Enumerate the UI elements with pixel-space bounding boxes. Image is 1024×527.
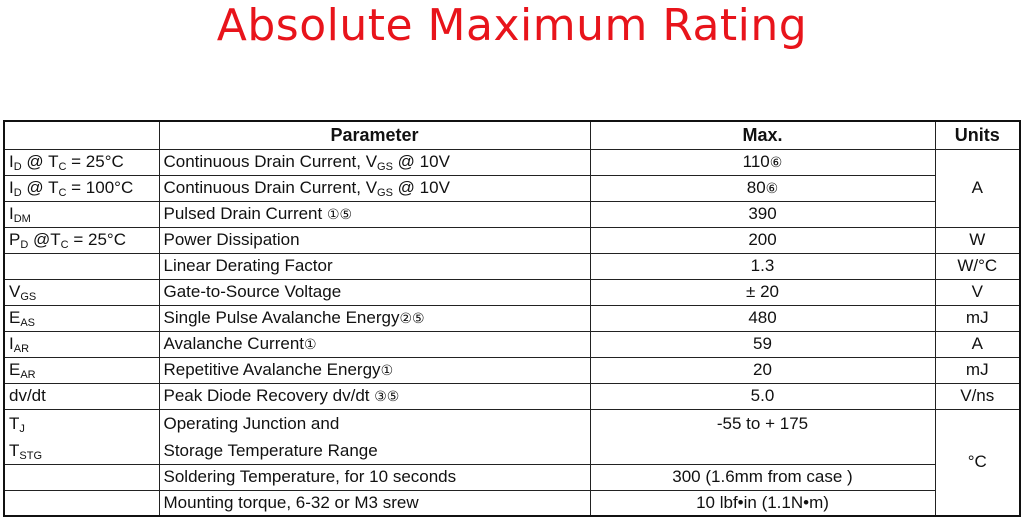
max-cell: 110⑥ bbox=[589, 148, 936, 176]
max-cell: 10 lbf•in (1.1N•m) bbox=[589, 489, 936, 517]
table-row: dv/dt Peak Diode Recovery dv/dt ③⑤ 5.0 V… bbox=[3, 382, 1021, 410]
unit-cell: mJ bbox=[934, 304, 1021, 332]
parameter-cell: Continuous Drain Current, VGS @ 10V bbox=[158, 174, 591, 202]
parameter-cell: Avalanche Current① bbox=[158, 330, 591, 358]
table-row: EAR Repetitive Avalanche Energy① 20 mJ bbox=[3, 356, 1021, 384]
unit-cell: °C bbox=[934, 408, 1021, 517]
unit-cell: A bbox=[934, 330, 1021, 358]
table-row: Soldering Temperature, for 10 seconds 30… bbox=[3, 463, 1020, 491]
table-row: IDM Pulsed Drain Current ①⑤ 390 bbox=[3, 200, 1020, 228]
table-row: ID @ TC = 25°C Continuous Drain Current,… bbox=[3, 148, 1021, 228]
unit-cell: W bbox=[934, 226, 1021, 254]
parameter-cell: Linear Derating Factor bbox=[158, 252, 591, 280]
symbol-cell: EAR bbox=[3, 356, 160, 384]
symbol-cell: ID @ TC = 25°C bbox=[3, 148, 160, 176]
max-cell: ± 20 bbox=[589, 278, 936, 306]
unit-cell: W/°C bbox=[934, 252, 1021, 280]
symbol-cell: dv/dt bbox=[3, 382, 160, 410]
max-header: Max. bbox=[589, 120, 936, 150]
max-cell: 390 bbox=[589, 200, 936, 228]
symbol-cell: PD @TC = 25°C bbox=[3, 226, 160, 254]
unit-cell: A bbox=[934, 148, 1021, 228]
parameter-cell: Peak Diode Recovery dv/dt ③⑤ bbox=[158, 382, 591, 410]
symbol-cell: IAR bbox=[3, 330, 160, 358]
parameter-cell: Gate-to-Source Voltage bbox=[158, 278, 591, 306]
symbol-cell bbox=[3, 463, 160, 491]
parameter-cell: Continuous Drain Current, VGS @ 10V bbox=[158, 148, 591, 176]
unit-cell: mJ bbox=[934, 356, 1021, 384]
parameter-cell: Single Pulse Avalanche Energy②⑤ bbox=[158, 304, 591, 332]
parameter-cell: Soldering Temperature, for 10 seconds bbox=[158, 463, 591, 491]
parameter-cell: Mounting torque, 6-32 or M3 srew bbox=[158, 489, 591, 517]
table-row: EAS Single Pulse Avalanche Energy②⑤ 480 … bbox=[3, 304, 1021, 332]
table-row: Linear Derating Factor 1.3 W/°C bbox=[3, 252, 1021, 280]
symbol-cell: TJ TSTG bbox=[3, 408, 160, 465]
symbol-cell bbox=[3, 489, 160, 517]
table-row: TJ TSTG Operating Junction and Storage T… bbox=[3, 408, 1021, 517]
table-row: PD @TC = 25°C Power Dissipation 200 W bbox=[3, 226, 1021, 254]
page-title: Absolute Maximum Rating bbox=[216, 0, 808, 51]
table-row: VGS Gate-to-Source Voltage ± 20 V bbox=[3, 278, 1021, 306]
symbol-cell: IDM bbox=[3, 200, 160, 228]
max-cell: 80⑥ bbox=[589, 174, 936, 202]
symbol-cell: EAS bbox=[3, 304, 160, 332]
units-header: Units bbox=[934, 120, 1021, 150]
max-cell: 59 bbox=[589, 330, 936, 358]
max-cell: 5.0 bbox=[589, 382, 936, 410]
table-header-row: Parameter Max. Units bbox=[3, 120, 1021, 150]
unit-cell: V bbox=[934, 278, 1021, 306]
max-cell: 1.3 bbox=[589, 252, 936, 280]
max-cell: 200 bbox=[589, 226, 936, 254]
table-row: IAR Avalanche Current① 59 A bbox=[3, 330, 1021, 358]
parameter-cell: Repetitive Avalanche Energy① bbox=[158, 356, 591, 384]
parameter-header: Parameter bbox=[158, 120, 591, 150]
max-cell: 20 bbox=[589, 356, 936, 384]
ratings-table: Parameter Max. Units ID @ TC = 25°C Cont… bbox=[3, 120, 1021, 517]
parameter-cell: Power Dissipation bbox=[158, 226, 591, 254]
unit-cell: V/ns bbox=[934, 382, 1021, 410]
symbol-cell: ID @ TC = 100°C bbox=[3, 174, 160, 202]
table-row: ID @ TC = 100°C Continuous Drain Current… bbox=[3, 174, 1020, 202]
symbol-cell bbox=[3, 252, 160, 280]
symbol-header bbox=[3, 120, 160, 150]
parameter-cell: Operating Junction and Storage Temperatu… bbox=[158, 408, 591, 465]
symbol-cell: VGS bbox=[3, 278, 160, 306]
parameter-cell: Pulsed Drain Current ①⑤ bbox=[158, 200, 591, 228]
max-cell: 300 (1.6mm from case ) bbox=[589, 463, 936, 491]
table-row: Mounting torque, 6-32 or M3 srew 10 lbf•… bbox=[3, 489, 1020, 517]
max-cell: -55 to + 175 bbox=[589, 408, 936, 465]
max-cell: 480 bbox=[589, 304, 936, 332]
